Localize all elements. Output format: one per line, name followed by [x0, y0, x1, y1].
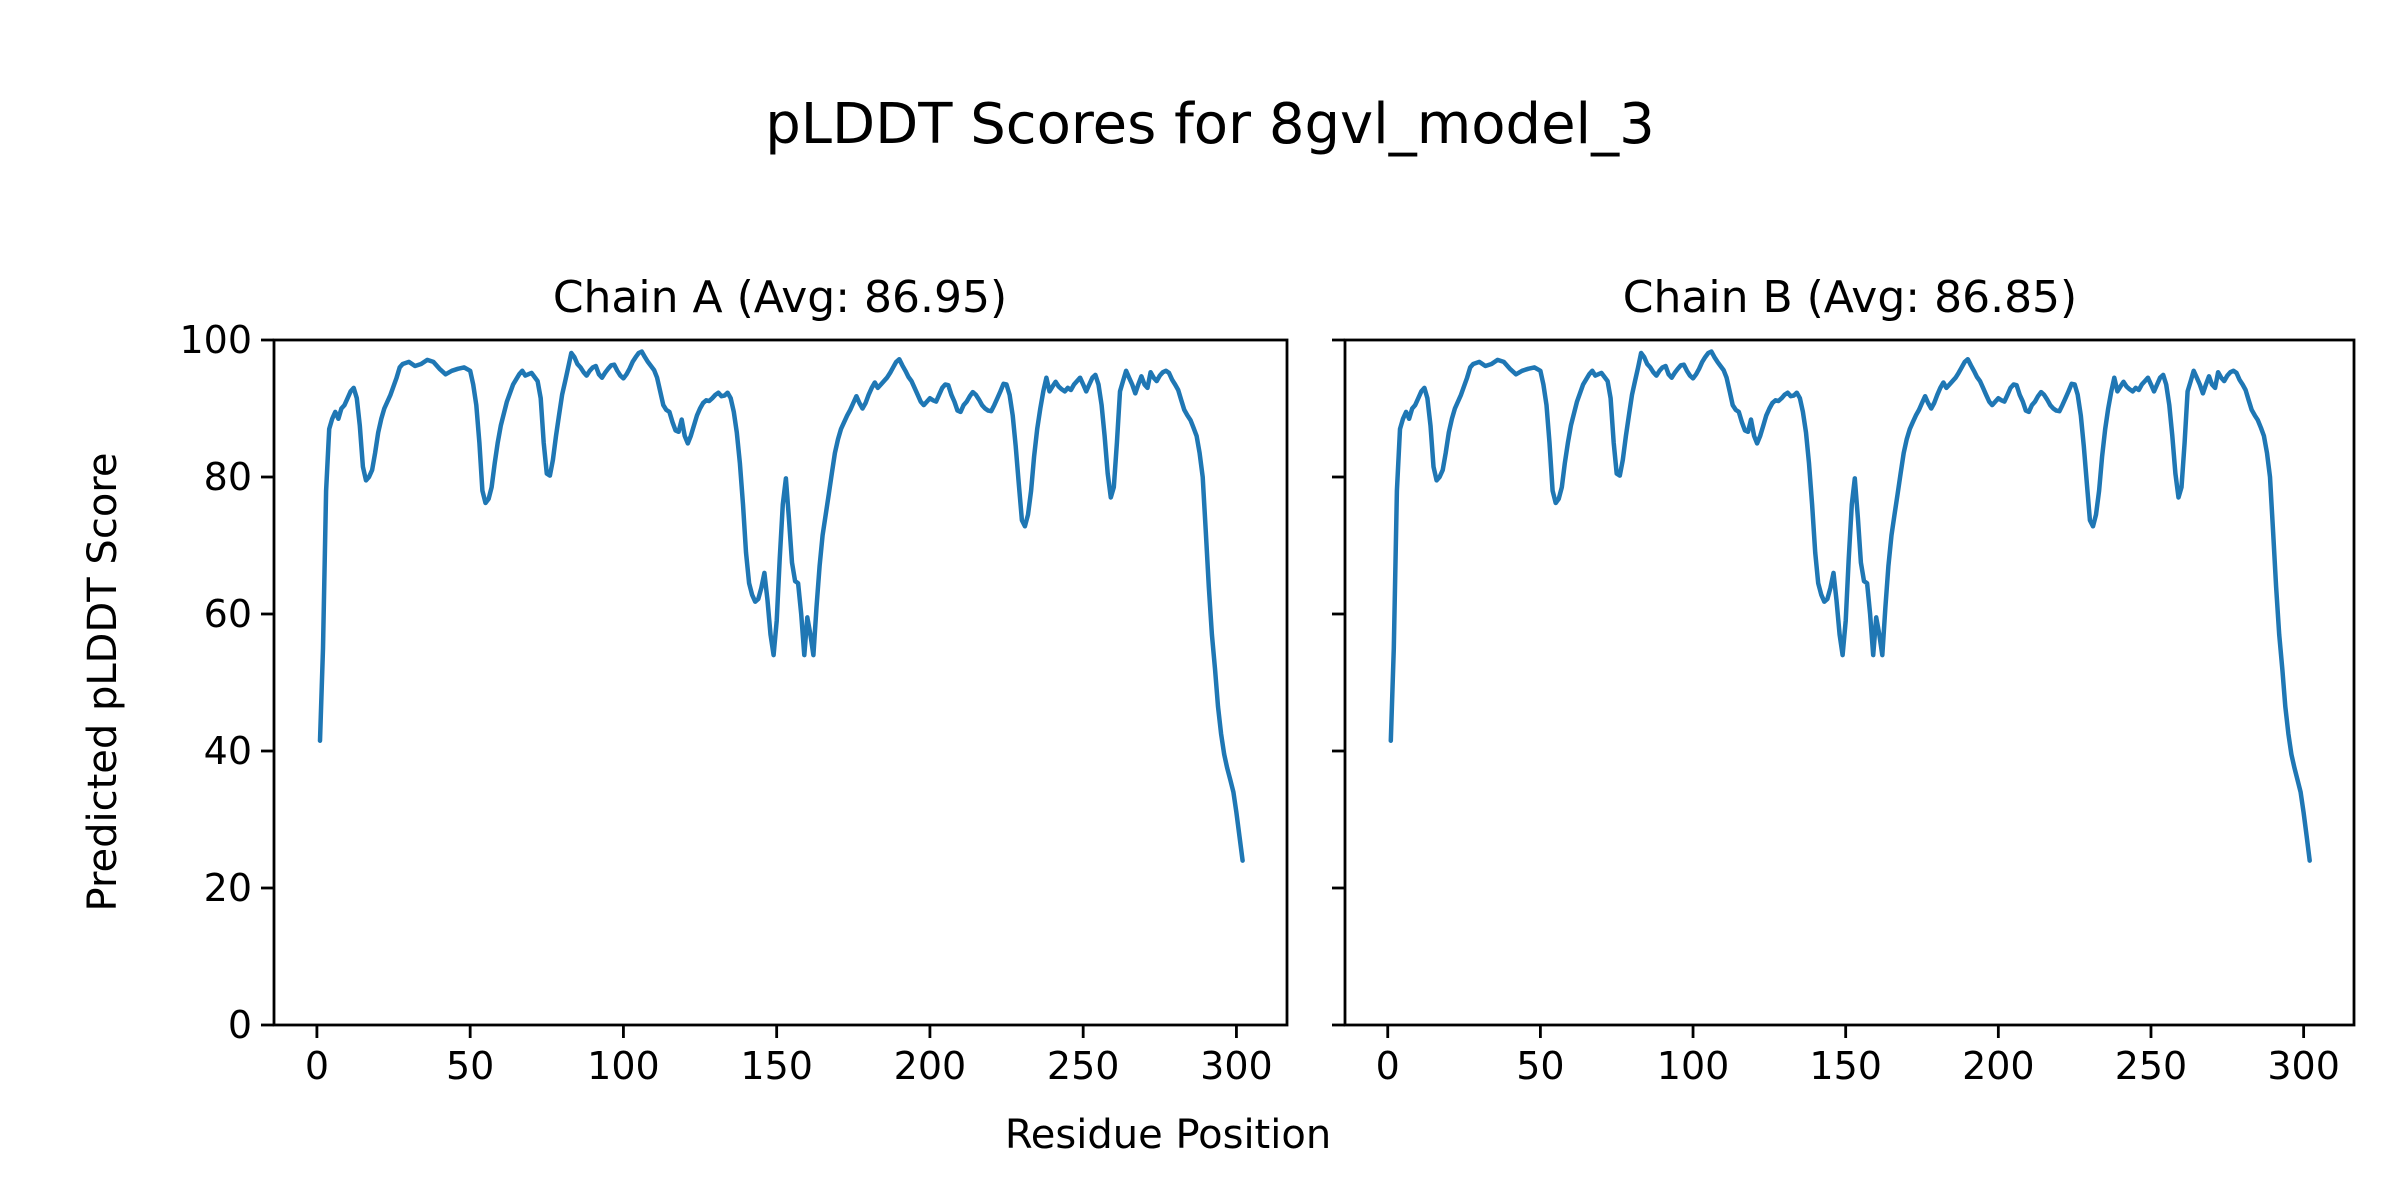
axes-spines-chain-a: [272, 338, 1289, 1027]
y-tick-label: 40: [204, 729, 252, 773]
y-axis-label: Predicted pLDDT Score: [80, 452, 126, 912]
y-tick-label: 20: [204, 866, 252, 910]
figure-title: pLDDT Scores for 8gvl_model_3: [765, 92, 1655, 157]
panel-title-chain-a: Chain A (Avg: 86.95): [552, 272, 1008, 323]
x-tick-label-chain-a: 150: [740, 1044, 813, 1088]
y-tick-label: 60: [204, 592, 252, 636]
x-tick-label-chain-a: 250: [1047, 1044, 1120, 1088]
x-axis-label: Residue Position: [1004, 1112, 1332, 1158]
plddt-line-chain-a: [317, 349, 1245, 863]
x-tick-label-chain-b: 50: [1516, 1044, 1564, 1088]
x-tick-label-chain-a: 100: [587, 1044, 660, 1088]
x-tick-label-chain-b: 200: [1962, 1044, 2035, 1088]
axes-spines-chain-b: [1343, 338, 2356, 1027]
y-tick-label: 80: [204, 455, 252, 499]
axes-chain-b: 0 50 100 150 200 250 300: [1332, 338, 2356, 1088]
x-tick-label-chain-b: 150: [1809, 1044, 1882, 1088]
x-tick-label-chain-b: 250: [2115, 1044, 2188, 1088]
y-tick-label: 100: [179, 318, 252, 362]
plddt-line-chain-b: [1388, 349, 2312, 863]
panel-title-chain-b: Chain B (Avg: 86.85): [1622, 272, 2078, 323]
y-tick-label: 0: [228, 1003, 252, 1047]
x-tick-label-chain-b: 0: [1376, 1044, 1400, 1088]
x-tick-label-chain-a: 0: [305, 1044, 329, 1088]
x-tick-label-chain-a: 50: [446, 1044, 494, 1088]
axes-chain-a: 0 50 100 150 200 250 300 0 20 40 60 80 100: [179, 318, 1289, 1088]
x-tick-label-chain-b: 100: [1657, 1044, 1730, 1088]
x-tick-label-chain-a: 200: [894, 1044, 967, 1088]
x-tick-label-chain-b: 300: [2267, 1044, 2340, 1088]
x-tick-label-chain-a: 300: [1200, 1044, 1273, 1088]
